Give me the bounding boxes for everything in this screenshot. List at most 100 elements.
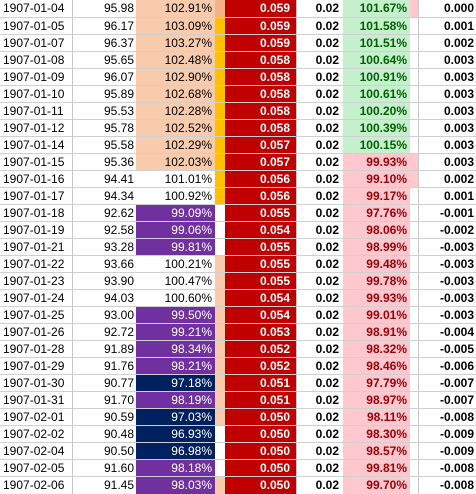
color-flag-cell[interactable] xyxy=(215,443,225,460)
rate-cell[interactable]: 0.057 xyxy=(225,154,296,171)
rate-cell[interactable]: 0.059 xyxy=(225,35,296,52)
rate-cell[interactable]: 0.054 xyxy=(225,290,296,307)
value-cell[interactable]: 91.45 xyxy=(103,478,134,492)
percent-cell[interactable]: 99.06% xyxy=(136,222,215,239)
color-flag-cell[interactable] xyxy=(215,307,225,324)
delta-cell[interactable]: -0.008 xyxy=(439,461,474,475)
constant-cell[interactable]: 0.02 xyxy=(315,206,339,220)
percent-cell[interactable]: 99.81% xyxy=(136,239,215,256)
date-cell[interactable]: 1907-01-04 xyxy=(3,1,65,15)
constant-cell[interactable]: 0.02 xyxy=(315,461,339,475)
delta-cell[interactable]: 0.003 xyxy=(443,121,474,135)
value-cell[interactable]: 92.58 xyxy=(103,223,134,237)
constant-cell[interactable]: 0.02 xyxy=(315,359,339,373)
color-flag-cell[interactable] xyxy=(215,154,225,171)
constant-cell[interactable]: 0.02 xyxy=(315,19,339,33)
constant-cell[interactable]: 0.02 xyxy=(315,1,339,15)
date-cell[interactable]: 1907-01-28 xyxy=(3,342,65,356)
color-flag-cell[interactable] xyxy=(215,120,225,137)
value-cell[interactable]: 92.72 xyxy=(103,325,134,339)
date-cell[interactable]: 1907-01-08 xyxy=(3,53,65,67)
percent-cell[interactable]: 96.98% xyxy=(136,443,215,460)
date-cell[interactable]: 1907-01-11 xyxy=(3,104,64,118)
color-flag2-cell[interactable] xyxy=(410,460,418,477)
date-cell[interactable]: 1907-01-29 xyxy=(3,359,65,373)
color-flag2-cell[interactable] xyxy=(410,273,418,290)
percent2-cell[interactable]: 99.48% xyxy=(343,256,410,273)
date-cell[interactable]: 1907-01-26 xyxy=(3,325,65,339)
percent2-cell[interactable]: 100.64% xyxy=(343,52,410,69)
constant-cell[interactable]: 0.02 xyxy=(315,240,339,254)
percent-cell[interactable]: 96.93% xyxy=(136,426,215,443)
constant-cell[interactable]: 0.02 xyxy=(315,393,339,407)
value-cell[interactable]: 90.77 xyxy=(103,376,134,390)
rate-cell[interactable]: 0.056 xyxy=(225,188,296,205)
percent2-cell[interactable]: 99.93% xyxy=(343,290,410,307)
delta-cell[interactable]: 0.001 xyxy=(443,19,474,33)
value-cell[interactable]: 95.89 xyxy=(103,87,134,101)
rate-cell[interactable]: 0.052 xyxy=(225,358,296,375)
constant-cell[interactable]: 0.02 xyxy=(315,138,339,152)
percent-cell[interactable]: 100.21% xyxy=(136,256,215,273)
rate-cell[interactable]: 0.054 xyxy=(225,307,296,324)
date-cell[interactable]: 1907-01-18 xyxy=(3,206,65,220)
color-flag2-cell[interactable] xyxy=(410,69,418,86)
percent-cell[interactable]: 98.34% xyxy=(136,341,215,358)
color-flag2-cell[interactable] xyxy=(410,35,418,52)
color-flag2-cell[interactable] xyxy=(410,188,418,205)
delta-cell[interactable]: -0.009 xyxy=(439,444,474,458)
color-flag2-cell[interactable] xyxy=(410,426,418,443)
rate-cell[interactable]: 0.054 xyxy=(225,222,296,239)
percent-cell[interactable]: 97.03% xyxy=(136,409,215,426)
rate-cell[interactable]: 0.050 xyxy=(225,460,296,477)
constant-cell[interactable]: 0.02 xyxy=(315,410,339,424)
constant-cell[interactable]: 0.02 xyxy=(315,274,339,288)
delta-cell[interactable]: 0.002 xyxy=(443,36,474,50)
constant-cell[interactable]: 0.02 xyxy=(315,223,339,237)
percent-cell[interactable]: 99.50% xyxy=(136,307,215,324)
percent-cell[interactable]: 100.47% xyxy=(136,273,215,290)
value-cell[interactable]: 94.03 xyxy=(103,291,134,305)
date-cell[interactable]: 1907-02-01 xyxy=(3,410,65,424)
percent-cell[interactable]: 97.18% xyxy=(136,375,215,392)
percent2-cell[interactable]: 98.46% xyxy=(343,358,410,375)
constant-cell[interactable]: 0.02 xyxy=(315,427,339,441)
delta-cell[interactable]: 0.001 xyxy=(443,189,474,203)
date-cell[interactable]: 1907-02-02 xyxy=(3,427,65,441)
delta-cell[interactable]: -0.009 xyxy=(439,427,474,441)
rate-cell[interactable]: 0.055 xyxy=(225,205,296,222)
constant-cell[interactable]: 0.02 xyxy=(315,70,339,84)
date-cell[interactable]: 1907-02-06 xyxy=(3,478,65,492)
date-cell[interactable]: 1907-01-17 xyxy=(3,189,65,203)
percent2-cell[interactable]: 99.70% xyxy=(343,477,410,494)
date-cell[interactable]: 1907-01-19 xyxy=(3,223,65,237)
percent2-cell[interactable]: 98.97% xyxy=(343,392,410,409)
rate-cell[interactable]: 0.052 xyxy=(225,341,296,358)
date-cell[interactable]: 1907-01-16 xyxy=(3,172,65,186)
color-flag-cell[interactable] xyxy=(215,222,225,239)
delta-cell[interactable]: -0.006 xyxy=(439,359,474,373)
value-cell[interactable]: 91.60 xyxy=(103,461,134,475)
delta-cell[interactable]: -0.007 xyxy=(439,376,474,390)
color-flag2-cell[interactable] xyxy=(410,307,418,324)
color-flag-cell[interactable] xyxy=(215,477,225,494)
percent2-cell[interactable]: 100.20% xyxy=(343,103,410,120)
date-cell[interactable]: 1907-01-24 xyxy=(3,291,65,305)
percent2-cell[interactable]: 98.57% xyxy=(343,443,410,460)
date-cell[interactable]: 1907-01-22 xyxy=(3,257,65,271)
percent2-cell[interactable]: 99.78% xyxy=(343,273,410,290)
rate-cell[interactable]: 0.059 xyxy=(225,0,296,17)
delta-cell[interactable]: -0.002 xyxy=(439,223,474,237)
constant-cell[interactable]: 0.02 xyxy=(315,308,339,322)
constant-cell[interactable]: 0.02 xyxy=(315,189,339,203)
value-cell[interactable]: 96.17 xyxy=(103,19,134,33)
rate-cell[interactable]: 0.050 xyxy=(225,409,296,426)
constant-cell[interactable]: 0.02 xyxy=(315,87,339,101)
delta-cell[interactable]: -0.003 xyxy=(439,308,474,322)
color-flag2-cell[interactable] xyxy=(410,18,418,35)
value-cell[interactable]: 95.36 xyxy=(103,155,134,169)
delta-cell[interactable]: 0.002 xyxy=(443,172,474,186)
color-flag2-cell[interactable] xyxy=(410,137,418,154)
date-cell[interactable]: 1907-01-05 xyxy=(3,19,65,33)
constant-cell[interactable]: 0.02 xyxy=(315,121,339,135)
